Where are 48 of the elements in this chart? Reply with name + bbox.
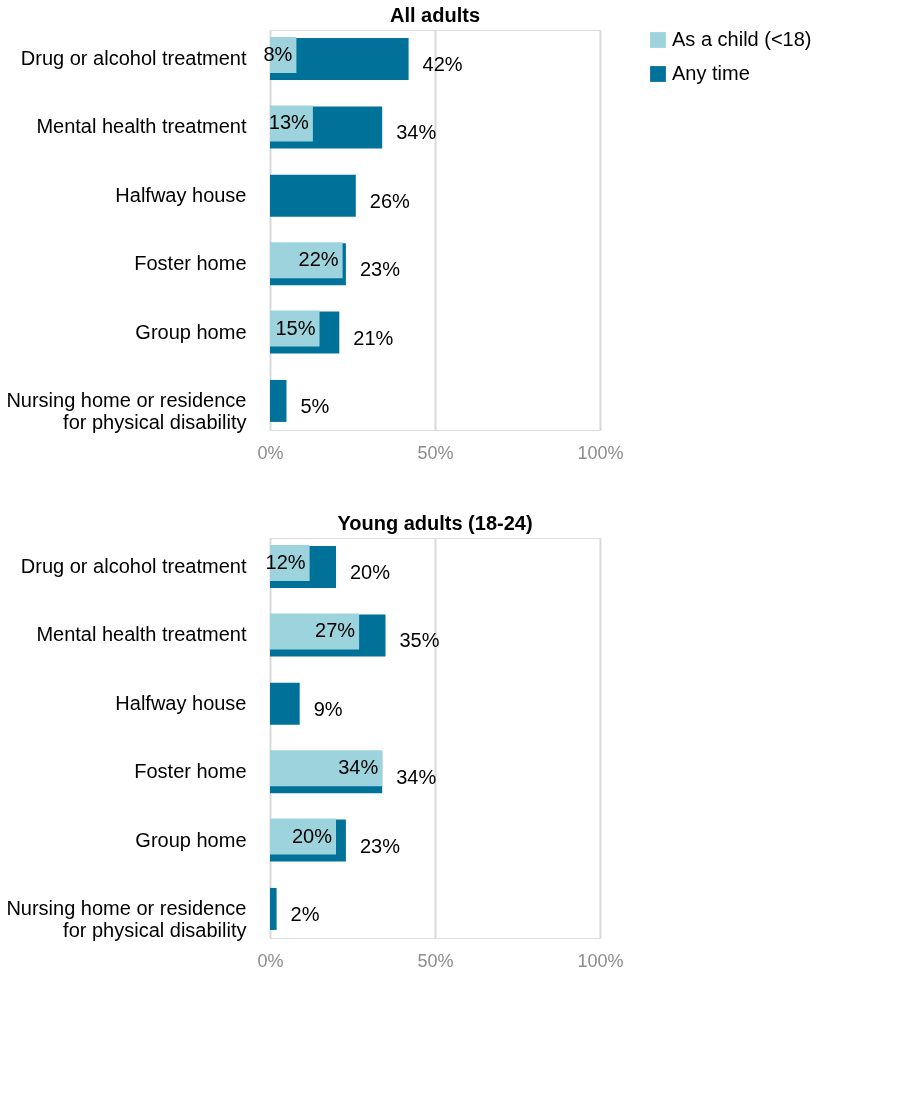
data-label: 34% [338, 756, 379, 779]
data-label: 8% [263, 43, 293, 66]
x-tick-label: 100% [577, 950, 624, 971]
legend-label: Any time [672, 62, 750, 84]
x-tick-label: 0% [257, 442, 284, 463]
y-tick-label: Nursing home or residence for physical disability [6, 896, 247, 941]
data-label: 12% [265, 551, 306, 574]
x-tick-label: 0% [257, 950, 284, 971]
data-label: 23% [359, 258, 401, 281]
data-label: 42% [422, 53, 463, 76]
bar [270, 379, 287, 422]
y-tick-label: Foster home [134, 252, 247, 275]
data-label: 34% [396, 766, 437, 789]
y-tick-label: Drug or alcohol treatment [20, 47, 247, 70]
bar [270, 682, 300, 725]
data-label: 23% [359, 834, 401, 857]
legend-label: As a child (<18) [672, 28, 812, 50]
y-tick-label: Halfway house [115, 183, 247, 206]
y-tick-label: Mental health treatment [36, 115, 247, 138]
data-label: 20% [291, 824, 333, 847]
y-tick-label: Mental health treatment [36, 623, 247, 646]
data-label: 34% [396, 121, 437, 144]
y-tick-label: Halfway house [115, 691, 247, 714]
data-label: 13% [268, 111, 310, 134]
data-label: 35% [399, 629, 440, 652]
data-label: 27% [315, 619, 356, 642]
data-label: 9% [313, 697, 343, 720]
data-label: 2% [290, 902, 320, 925]
y-tick-label: Group home [135, 320, 247, 343]
x-tick-label: 100% [577, 442, 624, 463]
y-tick-label: Group home [135, 828, 247, 851]
chart-title: Young adults (18-24) [337, 512, 533, 534]
data-label: 15% [275, 316, 316, 339]
data-label: 21% [353, 326, 394, 349]
data-label: 5% [300, 394, 330, 417]
bar [270, 887, 277, 930]
x-tick-label: 50% [417, 442, 454, 463]
bar [270, 174, 356, 217]
y-tick-label: Nursing home or residence for physical disability [6, 388, 247, 433]
chart-title: All adults [389, 4, 481, 26]
bar [270, 613, 360, 650]
y-tick-label: Foster home [134, 760, 247, 783]
x-tick-label: 50% [417, 950, 454, 971]
bar [270, 750, 383, 787]
y-tick-label: Drug or alcohol treatment [20, 555, 247, 578]
data-label: 20% [350, 561, 391, 584]
data-label: 22% [298, 248, 339, 271]
data-label: 26% [369, 189, 411, 212]
